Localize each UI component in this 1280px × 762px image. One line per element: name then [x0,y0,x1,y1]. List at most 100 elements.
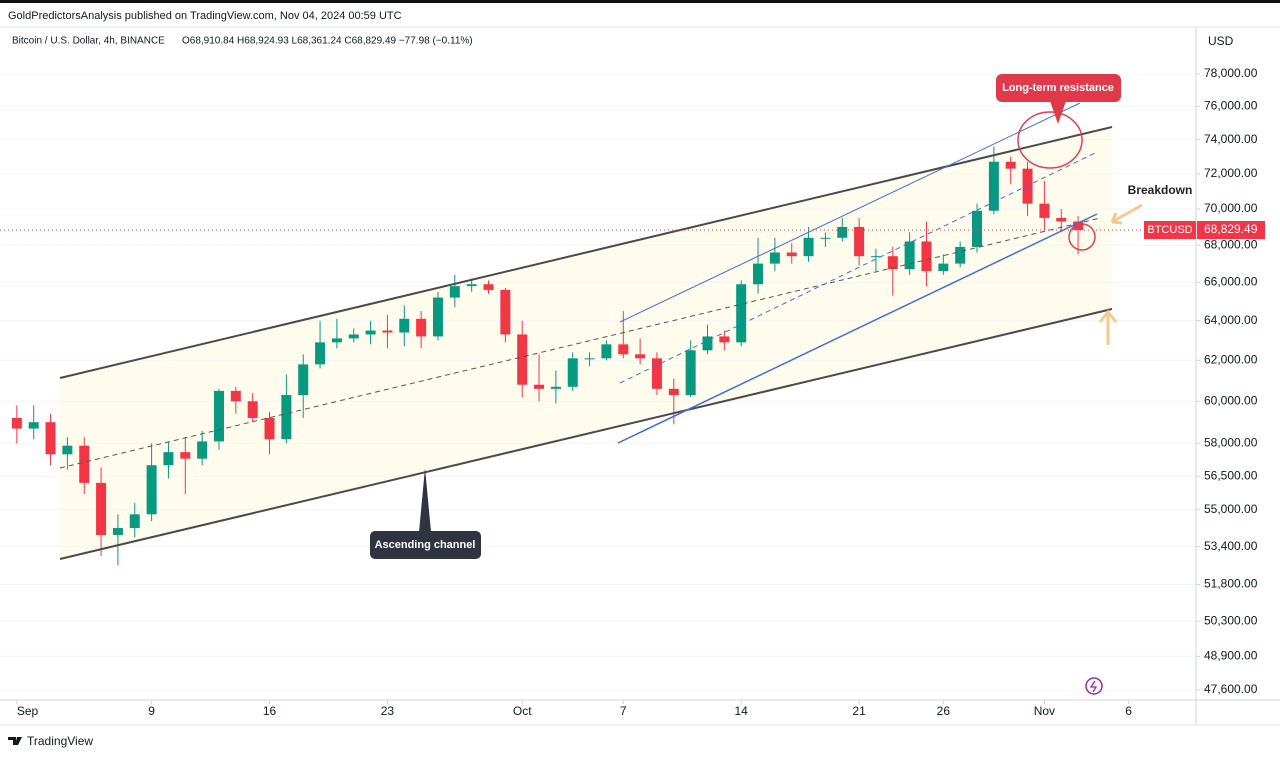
candle-body [399,318,410,333]
y-tick-label: 70,000.00 [1204,201,1258,215]
candle-body [1056,217,1067,222]
icon[interactable] [1085,677,1103,695]
candle-body [96,482,107,535]
candle-body [972,210,983,247]
candle-body [62,445,73,455]
blue-upper [619,102,1081,323]
candle-body [567,358,578,387]
channel-lower [59,308,1113,560]
candle-body [298,364,309,396]
callout-pointer [419,468,431,532]
y-tick-label: 62,000.00 [1204,353,1258,367]
candle-body [449,286,460,298]
candle-body [11,417,22,429]
x-tick-label: 26 [937,704,951,718]
y-tick-label: 47,600.00 [1204,682,1258,696]
candle-body [668,388,679,396]
symbol-title: Bitcoin / U.S. Dollar, 4h, BINANCE [12,36,165,47]
symbol-label: BTCUSD [1147,224,1192,236]
candle-body [702,336,713,351]
candle-body [365,330,376,335]
candle-body [1039,203,1050,218]
drawings [59,102,1143,560]
candle-body [500,289,511,335]
candle-body [197,441,208,459]
callout-pointer [1050,101,1066,124]
candle-body [938,263,949,272]
arrow [1110,203,1143,225]
arrow [1098,309,1118,345]
candle-body [618,344,629,355]
annotation: Breakdown [1128,183,1193,197]
y-tick-label: 72,000.00 [1204,166,1258,180]
x-tick-label: 7 [620,704,627,718]
candle-body [736,284,747,343]
candle-body [281,395,292,440]
y-tick-label: 53,400.00 [1204,539,1258,553]
icon-bolt [1089,680,1098,693]
x-tick-label: 9 [148,704,155,718]
candle-body [584,358,595,360]
y-tick-label: 78,000.00 [1204,66,1258,80]
blue-mid [619,152,1096,384]
candle-body [837,226,848,238]
candle-body [163,452,174,466]
y-tick-label: 56,500.00 [1204,468,1258,482]
candle-body [550,386,561,389]
x-tick-label: 23 [381,704,395,718]
candle-body [146,465,157,515]
x-tick-label: 6 [1125,704,1132,718]
candle-body [382,330,393,333]
candle-body [1073,221,1084,231]
candle-body [803,237,814,257]
callout-box [996,74,1121,102]
y-tick-label: 68,000.00 [1204,237,1258,251]
y-tick-label: 58,000.00 [1204,436,1258,450]
breakdown-circle [1068,223,1096,251]
candle-body [28,422,39,429]
candle-body [769,252,780,264]
annotation: Long-term resistance [1002,82,1114,94]
candle-body [315,342,326,365]
candle-body [635,354,646,359]
top-border [0,0,1280,3]
y-tick-label: 50,300.00 [1204,613,1258,627]
channel-fill [60,127,1112,559]
price-label: 68,829.49 [1204,222,1258,236]
candle-body [651,358,662,389]
y-tick-label: 74,000.00 [1204,132,1258,146]
candle-body [112,528,123,535]
candle-body [180,452,191,459]
x-tick-label: Oct [513,704,532,718]
candle-body [416,318,427,337]
y-tick-label: 60,000.00 [1204,393,1258,407]
candle-body [820,237,831,239]
candle-body [348,334,359,339]
publish-info: GoldPredictorsAnalysis published on Trad… [8,10,402,22]
candle-body [786,252,797,257]
price-tag [1197,221,1265,240]
candle-body [213,390,224,442]
candle-body [534,384,545,389]
candle-body [870,256,881,258]
y-tick-label: 55,000.00 [1204,502,1258,516]
brand: TradingView [27,734,93,748]
candle-body [904,241,915,270]
y-tick-label: 76,000.00 [1204,99,1258,113]
candle-body [432,297,443,337]
candle-body [230,390,241,402]
candle-body [854,226,865,257]
blue-lower [617,213,1098,444]
symbol-tag [1144,221,1196,240]
x-tick-label: 21 [852,704,866,718]
annotation: Ascending channel [375,539,476,551]
callout-box [370,531,481,559]
candle-body [129,514,140,529]
candle-body [988,161,999,211]
channel-upper [59,126,1113,379]
candle-body [466,284,477,287]
candle-body [483,284,494,290]
x-tick-label: 16 [263,704,277,718]
